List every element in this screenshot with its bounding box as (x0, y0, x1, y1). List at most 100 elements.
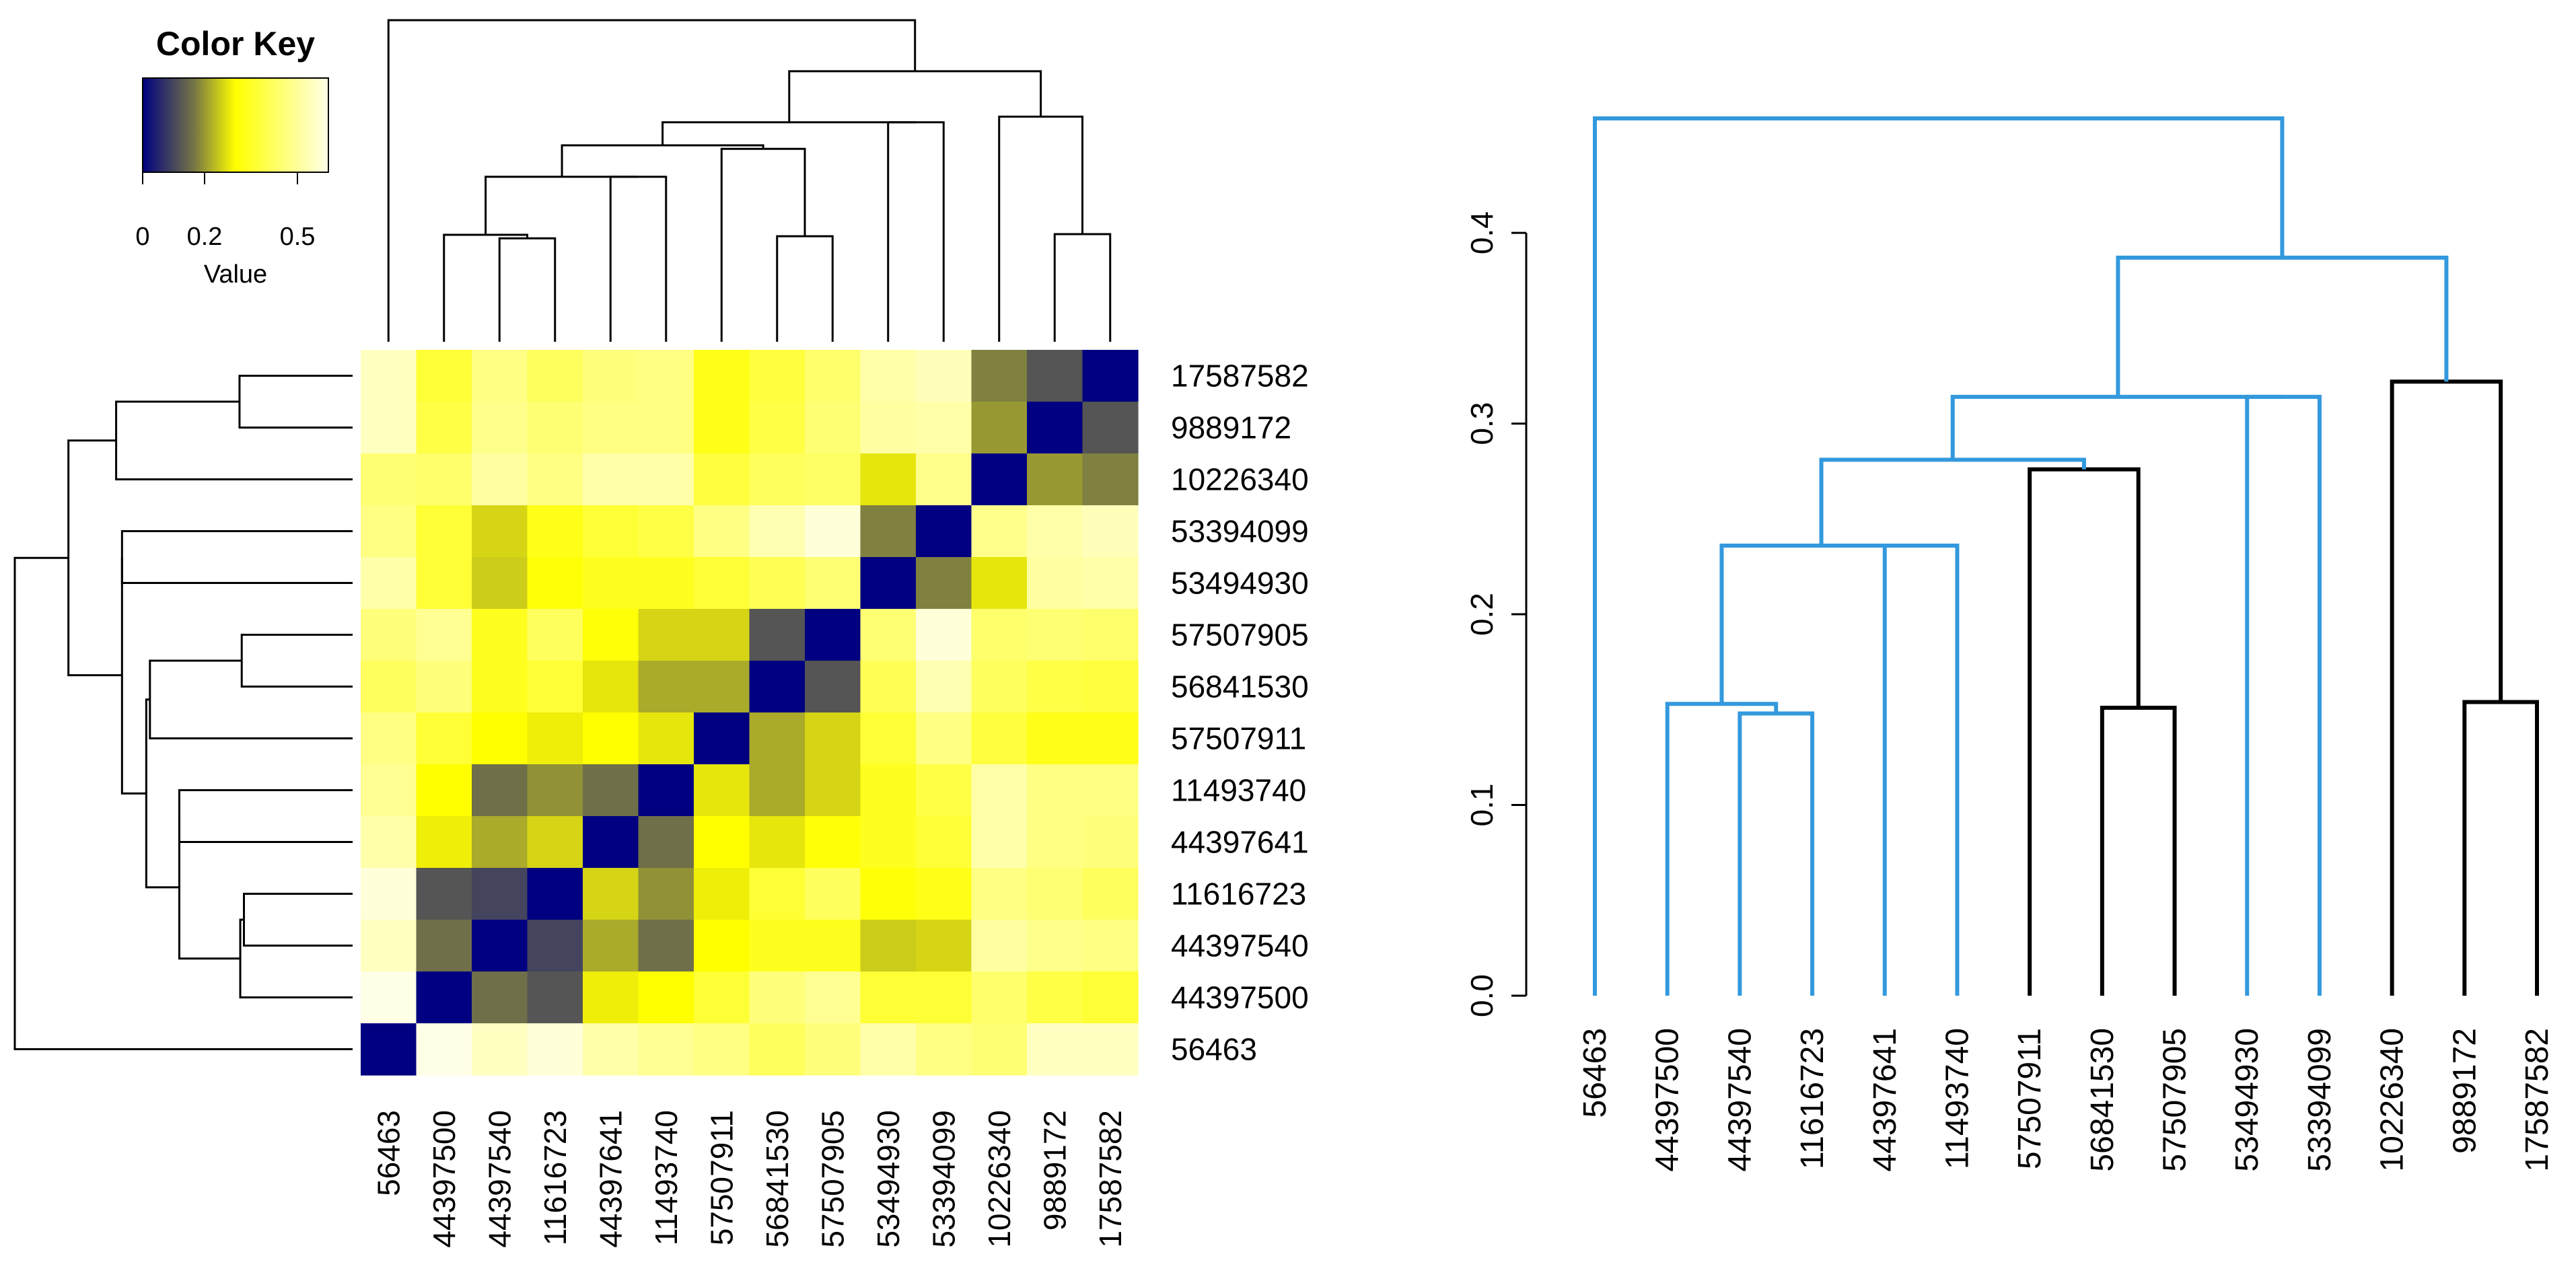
heatmap-cell (749, 816, 806, 869)
heatmap-cell (971, 402, 1028, 454)
heatmap-cell (416, 402, 472, 454)
heatmap-cell (971, 453, 1028, 506)
y-axis-tick-label: 0.3 (1464, 402, 1499, 445)
heatmap-column-label: 9889172 (1037, 1110, 1072, 1231)
heatmap-cell (638, 609, 694, 661)
heatmap-cell (416, 505, 472, 558)
heatmap-cell (971, 661, 1028, 713)
heatmap-cell (472, 453, 528, 506)
column-dendrogram-branch (887, 121, 945, 342)
heatmap-cell (694, 661, 750, 713)
dendrogram-branch (1950, 394, 2284, 460)
dendrogram-leaf-label: 17587582 (2519, 1028, 2555, 1172)
heatmap-cell (860, 350, 917, 402)
heatmap-cell (361, 453, 417, 506)
heatmap-cell (638, 557, 694, 610)
heatmap-cell (749, 350, 806, 402)
heatmap-cell (527, 402, 583, 454)
heatmap-cell (416, 661, 472, 713)
heatmap-column-label: 11493740 (649, 1110, 684, 1245)
heatmap-cell (416, 712, 472, 765)
heatmap-cell (860, 557, 917, 610)
dendrogram-branch (2245, 394, 2322, 996)
color-key-tick-label: 0.5 (280, 223, 316, 251)
heatmap-cell (916, 402, 972, 454)
heatmap-cell (527, 609, 583, 661)
heatmap-cell (1027, 816, 1083, 869)
heatmap-cell (472, 971, 528, 1024)
heatmap-cell (527, 920, 583, 972)
heatmap-cell (472, 402, 528, 454)
heatmap-cell (1027, 453, 1083, 506)
heatmap-cell (1082, 764, 1139, 817)
column-dendrogram-branch (788, 70, 1042, 122)
heatmap-cell (694, 557, 750, 610)
heatmap-cell (749, 764, 806, 817)
heatmap-cell (527, 505, 583, 558)
heatmap-cell (971, 764, 1028, 817)
heatmap-cell (361, 816, 417, 869)
heatmap-cell (472, 868, 528, 920)
heatmap-cell (694, 712, 750, 765)
row-dendrogram-branch (238, 375, 353, 429)
heatmap-cell (805, 661, 861, 713)
heatmap-cell (916, 557, 972, 610)
dendrogram-leaf-label: 11616723 (1795, 1028, 1830, 1169)
heatmap-cell (749, 453, 806, 506)
heatmap-column-label: 56463 (371, 1110, 406, 1196)
heatmap-row-label: 56463 (1171, 1032, 1257, 1067)
column-dendrogram-branch (498, 237, 557, 342)
heatmap-row-label: 44397641 (1171, 825, 1309, 860)
heatmap-cell (583, 609, 639, 661)
dendrogram-leaf-label: 53494930 (2229, 1028, 2265, 1172)
heatmap-cell (805, 764, 861, 817)
heatmap-cell (583, 1023, 639, 1076)
column-dendrogram-branch (609, 176, 668, 342)
heatmap-cell (971, 868, 1028, 920)
heatmap-cell (805, 868, 861, 920)
heatmap-cell (805, 712, 861, 765)
heatmap-cell (694, 971, 750, 1024)
dendrogram-branch (2028, 467, 2141, 996)
heatmap-cell (472, 920, 528, 972)
dendrogram-branch (2390, 379, 2503, 996)
dendrogram-panel: 0.0 0.1 0.2 0.3 0.4 56463 44397500 44397540 116… (1464, 116, 2555, 1172)
heatmap-cell (527, 712, 583, 765)
heatmap-cell (472, 712, 528, 765)
heatmap-cell (583, 868, 639, 920)
column-dendrogram-branch (443, 233, 528, 342)
heatmap-row-label: 57507911 (1171, 721, 1306, 756)
heatmap-cell (472, 609, 528, 661)
heatmap-cell (527, 350, 583, 402)
dendrogram-branch (2100, 705, 2177, 996)
heatmap-cell (1027, 557, 1083, 610)
heatmap-cell (805, 453, 861, 506)
heatmap-cell (361, 557, 417, 610)
heatmap-cell (971, 609, 1028, 661)
y-axis-tick-label: 0.0 (1464, 974, 1499, 1017)
heatmap-cell (472, 816, 528, 869)
heatmap-column-label: 53394099 (926, 1110, 961, 1248)
heatmap-cell (583, 350, 639, 402)
dendrogram-leaf-label: 57507905 (2157, 1028, 2193, 1172)
heatmap-cell (860, 764, 917, 817)
row-dendrogram-branch (240, 634, 353, 688)
heatmap-cell (638, 868, 694, 920)
dendrogram-leaf-label: 44397540 (1722, 1028, 1758, 1172)
dendrogram-leaf-label: 11493740 (1939, 1028, 1975, 1169)
heatmap-cell (361, 505, 417, 558)
heatmap-cell (527, 661, 583, 713)
heatmap-cell (1027, 868, 1083, 920)
heatmap-cell (1027, 505, 1083, 558)
heatmap-row-label: 53394099 (1171, 514, 1309, 549)
heatmap-cell (361, 1023, 417, 1076)
y-axis-tick-label: 0.2 (1464, 593, 1499, 636)
heatmap-cell (361, 920, 417, 972)
row-dendrogram-branch (13, 556, 353, 1050)
heatmap-cell (971, 505, 1028, 558)
heatmap-cell (416, 764, 472, 817)
heatmap-cell (1082, 816, 1139, 869)
heatmap-cell (472, 505, 528, 558)
heatmap-cell (749, 609, 806, 661)
